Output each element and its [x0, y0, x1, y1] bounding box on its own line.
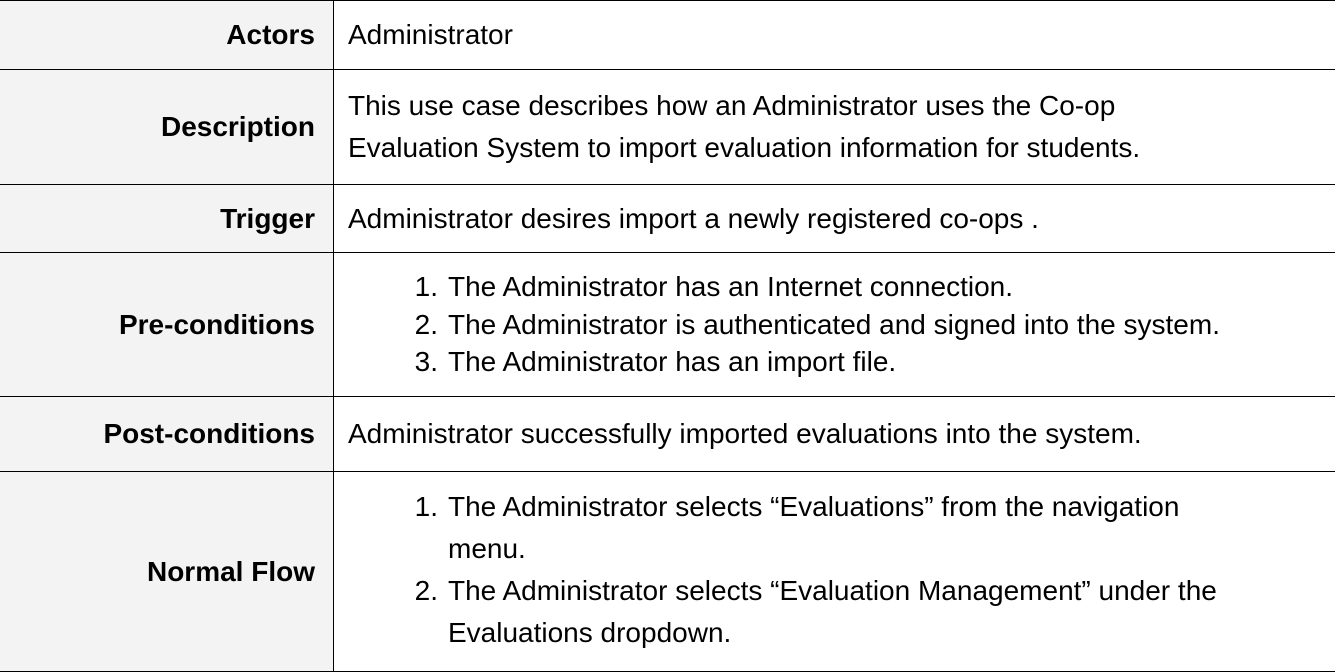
list-item-text: The Administrator selects “Evaluations” …: [448, 486, 1335, 570]
trigger-value: Administrator desires import a newly reg…: [334, 185, 1335, 253]
list-item-line-2: menu.: [448, 533, 526, 564]
preconditions-value: 1. The Administrator has an Internet con…: [334, 253, 1335, 397]
actors-label: Actors: [0, 1, 334, 70]
description-value: This use case describes how an Administr…: [334, 70, 1335, 185]
list-item-line-1: The Administrator selects “Evaluations” …: [448, 491, 1179, 522]
actors-value: Administrator: [334, 1, 1335, 70]
list-item-text: The Administrator selects “Evaluation Ma…: [448, 570, 1335, 654]
normal-flow-label: Normal Flow: [0, 472, 334, 672]
postconditions-value: Administrator successfully imported eval…: [334, 397, 1335, 472]
list-item-number: 1.: [348, 268, 448, 306]
description-line-2: Evaluation System to import evaluation i…: [348, 127, 1335, 169]
preconditions-list: 1. The Administrator has an Internet con…: [348, 268, 1335, 381]
list-item-number: 3.: [348, 343, 448, 381]
normal-flow-value: 1. The Administrator selects “Evaluation…: [334, 472, 1335, 672]
row-description: Description This use case describes how …: [0, 70, 1335, 185]
description-line-1: This use case describes how an Administr…: [348, 85, 1335, 127]
list-item: 1. The Administrator has an Internet con…: [348, 268, 1335, 306]
list-item: 1. The Administrator selects “Evaluation…: [348, 486, 1335, 570]
list-item: 2. The Administrator selects “Evaluation…: [348, 570, 1335, 654]
row-trigger: Trigger Administrator desires import a n…: [0, 185, 1335, 253]
list-item-line-1: The Administrator selects “Evaluation Ma…: [448, 575, 1217, 606]
list-item-text: The Administrator has an Internet connec…: [448, 268, 1335, 306]
list-item: 2. The Administrator is authenticated an…: [348, 306, 1335, 344]
row-actors: Actors Administrator: [0, 1, 1335, 70]
list-item-text: The Administrator has an import file.: [448, 343, 1335, 381]
description-label: Description: [0, 70, 334, 185]
list-item: 3. The Administrator has an import file.: [348, 343, 1335, 381]
trigger-label: Trigger: [0, 185, 334, 253]
list-item-text: The Administrator is authenticated and s…: [448, 306, 1335, 344]
postconditions-label: Post-conditions: [0, 397, 334, 472]
normal-flow-list: 1. The Administrator selects “Evaluation…: [348, 486, 1335, 654]
row-postconditions: Post-conditions Administrator successful…: [0, 397, 1335, 472]
list-item-number: 2.: [348, 306, 448, 344]
row-normal-flow: Normal Flow 1. The Administrator selects…: [0, 472, 1335, 672]
list-item-line-2: Evaluations dropdown.: [448, 617, 731, 648]
row-preconditions: Pre-conditions 1. The Administrator has …: [0, 253, 1335, 397]
preconditions-label: Pre-conditions: [0, 253, 334, 397]
list-item-number: 1.: [348, 486, 448, 528]
list-item-number: 2.: [348, 570, 448, 612]
